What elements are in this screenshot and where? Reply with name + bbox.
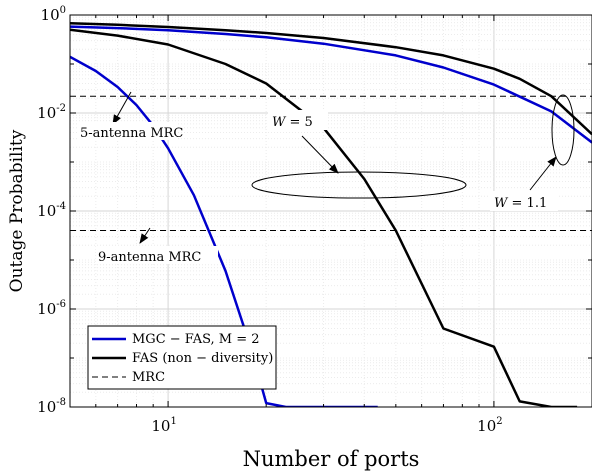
reference-lines [70,95,592,231]
x-tick-label: 101 [151,416,176,435]
w5-annotation: W = 5 [251,110,467,199]
legend-item-mgc-fas: MGC − FAS, M = 2 [92,332,260,347]
mrc9-annotation: 9-antenna MRC [96,227,218,265]
legend-item-mrc: MRC [92,370,165,385]
y-tick-label: 10-6 [37,299,66,318]
legend-label-mgc-fas-text: MGC − FAS, M = 2 [132,332,260,347]
x-tick-label: 102 [477,416,502,435]
series-line-3 [70,28,578,407]
legend: MGC − FAS, M = 2 FAS (non − diversity) M… [87,325,277,390]
legend-item-fas: FAS (non − diversity) [92,351,273,366]
series-line-0 [70,55,378,407]
mrc9-label: 9-antenna MRC [98,250,201,265]
y-axis-title: Outage Probability [7,129,27,292]
series-lines [70,21,592,407]
w5-label: W = 5 [272,115,313,130]
w11-label: W = 1.1 [494,196,547,211]
legend-box [87,325,277,390]
mrc5-annotation: 5-antenna MRC [78,91,183,141]
y-tick-label: 100 [41,5,66,24]
y-tick-label: 10-4 [37,201,66,220]
series-line-1 [70,25,592,144]
axis-ticks: 101 102 100 10-2 10-4 10-6 10-8 [37,5,592,435]
w5-ellipse [251,171,467,199]
y-tick-label: 10-8 [37,397,66,416]
legend-label-mgc-fas: MGC − FAS, M = 2 [132,332,260,347]
legend-label-fas: FAS (non − diversity) [132,351,273,366]
mrc5-label: 5-antenna MRC [80,126,183,141]
y-tick-label: 10-2 [37,103,66,122]
series-line-2 [70,21,592,136]
w11-ellipse [551,94,575,166]
w11-annotation: W = 1.1 [490,94,575,211]
legend-label-mrc: MRC [132,370,165,385]
x-axis-title: Number of ports [243,447,420,471]
